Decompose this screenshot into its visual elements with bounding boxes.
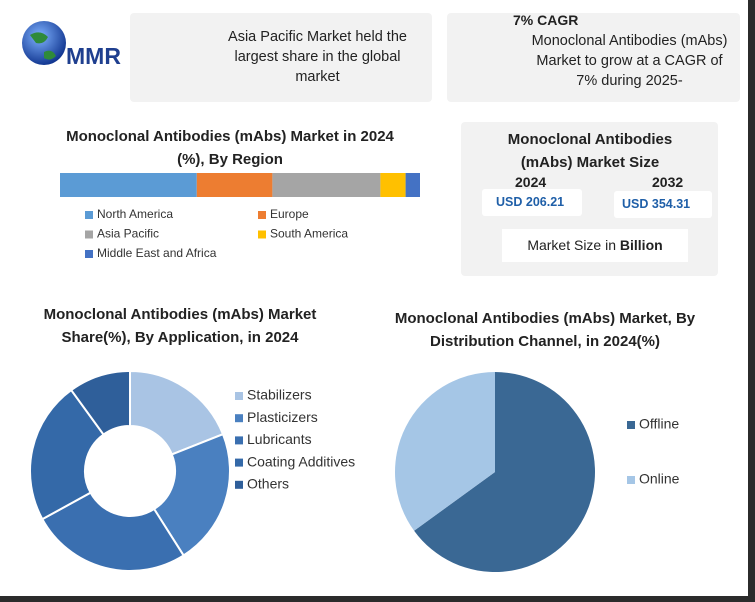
legend-swatch [235, 458, 243, 467]
chart-title: Monoclonal Antibodies (mAbs) Market, By … [394, 310, 696, 350]
legend-swatch [85, 230, 93, 239]
legend-label: Europe [270, 207, 309, 221]
legend-swatch [235, 392, 243, 400]
legend-swatch [235, 436, 243, 445]
chart-title: Monoclonal Antibodies (mAbs) Market Shar… [43, 306, 317, 346]
legend-label: Offline [639, 416, 679, 432]
legend-swatch [258, 230, 266, 239]
callout-box [130, 13, 432, 102]
unit-box: Market Size in Billion [502, 229, 688, 262]
bar-segment [380, 173, 406, 197]
bar-segment [60, 173, 197, 197]
market-value: USD 206.21 [482, 189, 582, 216]
slice [29, 388, 105, 521]
slice [129, 369, 225, 456]
bar-segment [272, 173, 381, 197]
legend-swatch [85, 211, 93, 219]
legend-swatch [235, 414, 243, 423]
frame-edge [0, 596, 755, 602]
chart-title: Monoclonal Antibodies (mAbs) Market in 2… [66, 128, 394, 168]
legend-label: Middle East and Africa [97, 246, 217, 260]
unit: Billion [619, 237, 663, 253]
callout-text: Asia Pacific Market held the largest sha… [228, 29, 407, 85]
logo-text: MMR [66, 43, 121, 69]
slice [394, 372, 495, 531]
market-size-title: Monoclonal Antibodies (mAbs) Market Size [507, 131, 673, 171]
slice [152, 432, 231, 557]
legend-label: Stabilizers [247, 387, 312, 403]
legend-label: South America [270, 227, 348, 241]
year-label: 2024 [515, 174, 547, 190]
year-label: 2032 [652, 174, 684, 190]
legend-label: Coating Additives [247, 453, 355, 469]
legend-label: North America [97, 207, 173, 221]
callout-text: Monoclonal Antibodies (mAbs) Market to g… [531, 33, 728, 89]
unit-prefix: Market Size in [527, 237, 617, 253]
legend-swatch [85, 250, 93, 258]
slice [414, 372, 595, 572]
legend-swatch [627, 421, 635, 429]
slice [69, 369, 131, 436]
legend-label: Others [247, 476, 289, 492]
market-value: USD 354.31 [614, 191, 712, 218]
callout-heading: 7% CAGR [513, 12, 579, 28]
legend-label: Online [639, 471, 680, 487]
bar-segment [196, 173, 273, 197]
frame-edge [748, 0, 755, 602]
legend-label: Asia Pacific [97, 227, 159, 241]
slice [41, 491, 185, 572]
legend-swatch [258, 211, 266, 219]
logo-globe [22, 21, 66, 65]
legend-swatch [235, 480, 243, 489]
legend-label: Lubricants [247, 431, 312, 447]
legend-swatch [627, 476, 635, 484]
legend-label: Plasticizers [247, 409, 318, 425]
callout-box [447, 13, 740, 102]
bar-segment [405, 173, 420, 197]
logo-land [30, 32, 56, 60]
